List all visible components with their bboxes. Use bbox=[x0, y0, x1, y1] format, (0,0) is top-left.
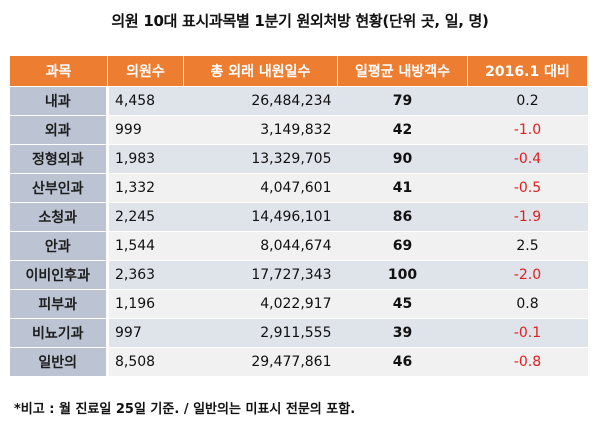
table-row: 내과 4,458 26,484,234 79 0.2 bbox=[9, 86, 588, 116]
visit-days-cell: 2,911,555 bbox=[183, 318, 338, 348]
table-row: 소청과 2,245 14,496,101 86 -1.9 bbox=[9, 202, 588, 232]
subject-cell: 산부인과 bbox=[9, 173, 109, 203]
clinic-count-cell: 2,245 bbox=[107, 202, 184, 232]
header-daily-avg-visitors: 일평균 내방객수 bbox=[337, 55, 468, 87]
visit-days-cell: 3,149,832 bbox=[183, 115, 338, 145]
subject-cell: 피부과 bbox=[9, 289, 109, 319]
subject-cell: 비뇨기과 bbox=[9, 318, 109, 348]
table-row: 산부인과 1,332 4,047,601 41 -0.5 bbox=[9, 173, 588, 203]
subject-cell: 일반의 bbox=[9, 347, 109, 377]
table-row: 일반의 8,508 29,477,861 46 -0.8 bbox=[9, 347, 588, 377]
daily-visitors-cell: 90 bbox=[337, 144, 468, 174]
header-clinic-count: 의원수 bbox=[107, 55, 184, 87]
subject-cell: 안과 bbox=[9, 231, 109, 261]
subject-cell: 이비인후과 bbox=[9, 260, 109, 290]
subject-cell: 내과 bbox=[9, 86, 109, 116]
footnote: *비고 : 월 진료일 25일 기준. / 일반의는 미표시 전문의 포함. bbox=[14, 402, 356, 417]
clinic-count-cell: 1,544 bbox=[107, 231, 184, 261]
clinic-count-cell: 8,508 bbox=[107, 347, 184, 377]
subject-cell: 외과 bbox=[9, 115, 109, 145]
table-row: 외과 999 3,149,832 42 -1.0 bbox=[9, 115, 588, 145]
table-row: 안과 1,544 8,044,674 69 2.5 bbox=[9, 231, 588, 261]
change-cell: -2.0 bbox=[467, 260, 588, 290]
daily-visitors-cell: 46 bbox=[337, 347, 468, 377]
change-cell: -0.4 bbox=[467, 144, 588, 174]
change-cell: 0.8 bbox=[467, 289, 588, 319]
visit-days-cell: 17,727,343 bbox=[183, 260, 338, 290]
change-cell: -1.9 bbox=[467, 202, 588, 232]
visit-days-cell: 26,484,234 bbox=[183, 86, 338, 116]
subject-cell: 정형외과 bbox=[9, 144, 109, 174]
prescription-stats-table: 과목 의원수 총 외래 내원일수 일평균 내방객수 2016.1 대비 내과 4,… bbox=[9, 55, 588, 377]
header-total-visit-days: 총 외래 내원일수 bbox=[183, 55, 338, 87]
change-cell: -0.8 bbox=[467, 347, 588, 377]
visit-days-cell: 4,047,601 bbox=[183, 173, 338, 203]
daily-visitors-cell: 45 bbox=[337, 289, 468, 319]
table-row: 정형외과 1,983 13,329,705 90 -0.4 bbox=[9, 144, 588, 174]
table-row: 이비인후과 2,363 17,727,343 100 -2.0 bbox=[9, 260, 588, 290]
page-title: 의원 10대 표시과목별 1분기 원외처방 현황(단위 곳, 일, 명) bbox=[111, 12, 489, 30]
header-subject: 과목 bbox=[9, 55, 108, 87]
daily-visitors-cell: 39 bbox=[337, 318, 468, 348]
daily-visitors-cell: 69 bbox=[337, 231, 468, 261]
daily-visitors-cell: 42 bbox=[337, 115, 468, 145]
clinic-count-cell: 4,458 bbox=[107, 86, 184, 116]
change-cell: -0.1 bbox=[467, 318, 588, 348]
visit-days-cell: 8,044,674 bbox=[183, 231, 338, 261]
change-cell: 0.2 bbox=[467, 86, 588, 116]
change-cell: -1.0 bbox=[467, 115, 588, 145]
table-row: 피부과 1,196 4,022,917 45 0.8 bbox=[9, 289, 588, 319]
header-change-vs-2016q1: 2016.1 대비 bbox=[467, 55, 588, 87]
visit-days-cell: 29,477,861 bbox=[183, 347, 338, 377]
clinic-count-cell: 1,196 bbox=[107, 289, 184, 319]
clinic-count-cell: 1,332 bbox=[107, 173, 184, 203]
table-row: 비뇨기과 997 2,911,555 39 -0.1 bbox=[9, 318, 588, 348]
clinic-count-cell: 997 bbox=[107, 318, 184, 348]
clinic-count-cell: 2,363 bbox=[107, 260, 184, 290]
table-header-row: 과목 의원수 총 외래 내원일수 일평균 내방객수 2016.1 대비 bbox=[9, 55, 588, 87]
visit-days-cell: 4,022,917 bbox=[183, 289, 338, 319]
visit-days-cell: 13,329,705 bbox=[183, 144, 338, 174]
visit-days-cell: 14,496,101 bbox=[183, 202, 338, 232]
daily-visitors-cell: 86 bbox=[337, 202, 468, 232]
daily-visitors-cell: 41 bbox=[337, 173, 468, 203]
clinic-count-cell: 1,983 bbox=[107, 144, 184, 174]
daily-visitors-cell: 79 bbox=[337, 86, 468, 116]
clinic-count-cell: 999 bbox=[107, 115, 184, 145]
change-cell: -0.5 bbox=[467, 173, 588, 203]
change-cell: 2.5 bbox=[467, 231, 588, 261]
subject-cell: 소청과 bbox=[9, 202, 109, 232]
daily-visitors-cell: 100 bbox=[337, 260, 468, 290]
